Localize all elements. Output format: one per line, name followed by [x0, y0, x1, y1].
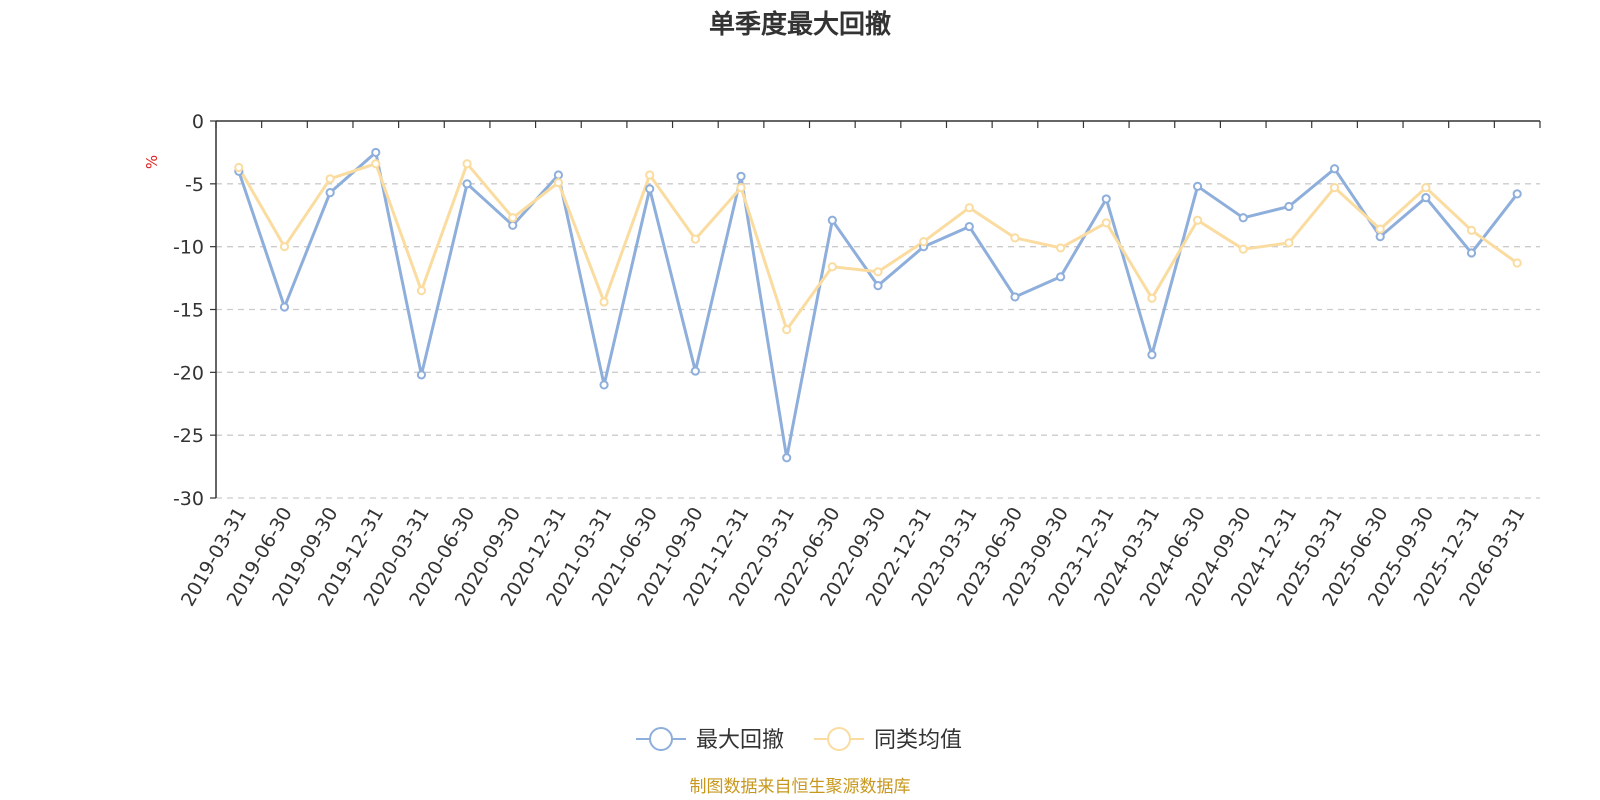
data-point	[1056, 272, 1066, 282]
x-tick-labels: 2019-03-312019-06-302019-09-302019-12-31…	[177, 503, 1530, 610]
data-point	[1466, 225, 1477, 235]
legend-label: 最大回撤	[696, 728, 784, 753]
data-point	[645, 184, 655, 194]
data-point	[690, 366, 700, 376]
data-point	[553, 170, 564, 180]
data-point	[1010, 233, 1020, 243]
data-point	[827, 215, 837, 225]
data-point	[964, 221, 974, 232]
y-tick-label: -25	[173, 425, 204, 447]
axes: 0 -5 -10 -15 -20 -25 -30	[173, 111, 1541, 510]
y-tick-label: -5	[185, 174, 204, 196]
data-point	[1421, 193, 1431, 203]
legend: 最大回撤 同类均值	[636, 727, 962, 753]
data-point	[462, 179, 472, 189]
data-point	[827, 262, 837, 272]
data-point	[599, 297, 609, 307]
data-point	[1284, 238, 1294, 248]
legend-item-2[interactable]: 同类均值	[814, 727, 962, 753]
data-point	[964, 203, 974, 213]
data-point	[1375, 224, 1385, 234]
data-point	[1512, 258, 1522, 268]
data-point	[1329, 164, 1340, 174]
data-point	[782, 453, 792, 463]
data-point	[371, 159, 381, 169]
data-point	[599, 380, 609, 390]
data-point	[1466, 248, 1477, 258]
data-point	[873, 281, 883, 291]
data-point	[1101, 218, 1111, 228]
data-point	[645, 170, 655, 180]
data-point	[1329, 183, 1340, 193]
data-point	[1101, 194, 1111, 204]
data-point	[279, 242, 290, 252]
data-point	[1238, 213, 1248, 223]
data-point	[690, 234, 700, 244]
y-tick-label: 0	[192, 111, 204, 133]
y-tick-label: -20	[173, 362, 204, 384]
legend-item-1[interactable]: 最大回撤	[636, 727, 784, 753]
legend-label: 同类均值	[874, 728, 962, 753]
data-point	[1147, 350, 1157, 360]
series-lines	[234, 147, 1522, 463]
data-point	[736, 171, 746, 181]
data-point	[1010, 292, 1020, 302]
data-point	[1512, 189, 1522, 199]
data-point	[782, 325, 792, 335]
source-note: 制图数据来自恒生聚源数据库	[690, 777, 911, 797]
y-tick-label: -30	[173, 488, 204, 510]
data-point	[234, 162, 244, 173]
data-point	[508, 213, 518, 223]
legend-marker	[649, 727, 673, 751]
chart-title: 单季度最大回撤	[709, 9, 891, 40]
y-tick-label: -10	[173, 237, 204, 259]
data-point	[508, 220, 518, 230]
data-point	[873, 267, 883, 277]
data-point	[416, 286, 427, 296]
data-point	[325, 188, 335, 198]
data-point	[1147, 293, 1157, 303]
data-point	[1284, 201, 1294, 212]
data-point	[553, 177, 564, 188]
legend-marker	[827, 727, 851, 751]
data-point	[1192, 215, 1203, 225]
y-tick-label: -15	[173, 300, 204, 322]
data-point	[1192, 181, 1203, 191]
data-point	[371, 147, 381, 158]
data-point	[279, 302, 290, 312]
data-point	[736, 183, 746, 193]
data-point	[1421, 183, 1431, 193]
data-point	[1375, 232, 1385, 242]
data-point	[325, 174, 335, 184]
data-point	[1056, 243, 1066, 253]
data-point	[919, 237, 929, 247]
data-point	[1238, 244, 1248, 254]
data-point	[416, 370, 427, 380]
data-point	[462, 159, 472, 169]
y-axis-unit: %	[143, 155, 161, 169]
